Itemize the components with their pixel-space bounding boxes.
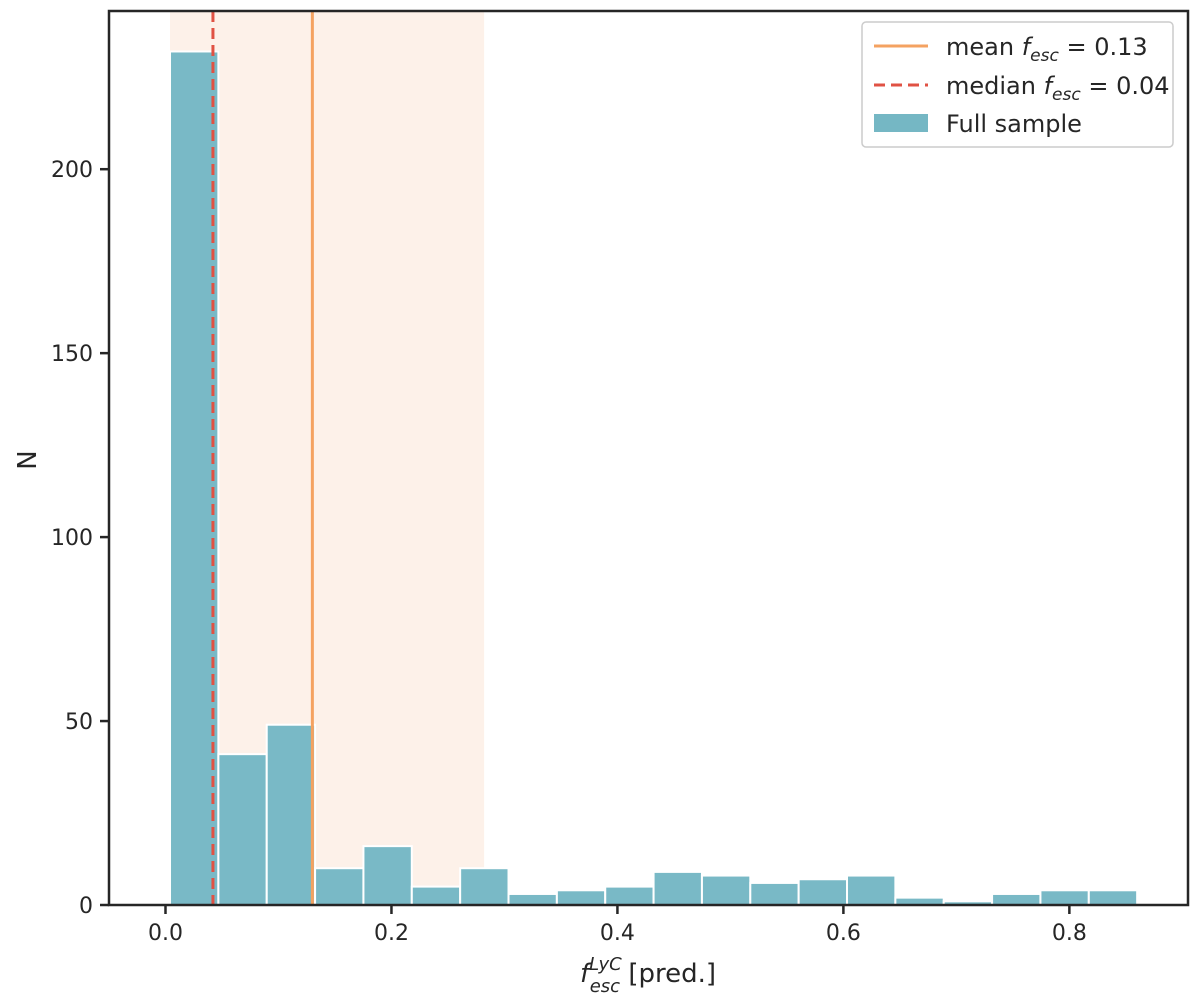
reference-lines bbox=[211, 11, 314, 905]
legend-full-sample-text: Full sample bbox=[946, 110, 1082, 138]
legend-full-sample-swatch bbox=[874, 114, 928, 132]
y-tick-label: 100 bbox=[51, 526, 93, 551]
histogram-bar bbox=[991, 892, 1042, 906]
legend-median-text: median fesc = 0.04 bbox=[946, 72, 1170, 105]
histogram-bar bbox=[410, 885, 462, 906]
x-tick-label: 0.4 bbox=[600, 921, 635, 946]
histogram-bars bbox=[169, 50, 1139, 907]
histogram-bar bbox=[169, 50, 220, 907]
histogram-bar bbox=[749, 881, 800, 906]
legend-mean-prefix: mean bbox=[946, 33, 1022, 61]
legend-median-suffix: = 0.04 bbox=[1081, 72, 1170, 100]
histogram-bar bbox=[217, 753, 268, 907]
histogram-bar bbox=[1087, 889, 1139, 906]
histogram-bar bbox=[652, 870, 703, 907]
x-tick-label: 0.8 bbox=[1052, 921, 1087, 946]
histogram-bar bbox=[459, 867, 510, 907]
histogram-bar bbox=[314, 867, 365, 907]
ticks: 0.0 0.2 0.4 0.6 0.8 0 50 100 150 200 bbox=[51, 158, 1087, 946]
legend-median-prefix: median bbox=[946, 72, 1044, 100]
x-axis-label-superscript: LyC bbox=[589, 954, 622, 975]
histogram-bar bbox=[265, 723, 317, 906]
x-axis-label-suffix: [pred.] bbox=[620, 959, 716, 989]
histogram-bar bbox=[1039, 889, 1090, 906]
histogram-bar bbox=[700, 874, 752, 906]
legend-median-sub: esc bbox=[1052, 85, 1081, 105]
x-tick-label: 0.0 bbox=[148, 921, 183, 946]
histogram-bar bbox=[507, 892, 558, 906]
histogram-bar bbox=[362, 845, 413, 906]
histogram-bar bbox=[797, 878, 849, 906]
y-axis-label: N bbox=[13, 450, 43, 469]
y-tick-label: 150 bbox=[51, 342, 93, 367]
histogram-bar bbox=[604, 885, 655, 906]
legend-mean-text: mean fesc = 0.13 bbox=[946, 33, 1148, 66]
histogram-bar bbox=[846, 874, 897, 906]
legend-mean-suffix: = 0.13 bbox=[1059, 33, 1148, 61]
x-tick-label: 0.2 bbox=[374, 921, 409, 946]
histogram-bar bbox=[555, 889, 607, 906]
x-axis-label: fLyC esc [pred.] bbox=[580, 954, 716, 997]
x-tick-label: 0.6 bbox=[826, 921, 861, 946]
legend-mean-sub: esc bbox=[1030, 46, 1059, 66]
legend: mean fesc = 0.13 median fesc = 0.04 Full… bbox=[861, 21, 1174, 148]
y-tick-label: 200 bbox=[51, 158, 93, 183]
y-tick-label: 0 bbox=[79, 894, 93, 919]
legend-box bbox=[861, 21, 1174, 148]
plot-frame bbox=[107, 9, 1190, 907]
axes bbox=[107, 9, 1190, 907]
y-tick-label: 50 bbox=[65, 710, 93, 735]
x-axis-label-subscript: esc bbox=[590, 976, 620, 997]
